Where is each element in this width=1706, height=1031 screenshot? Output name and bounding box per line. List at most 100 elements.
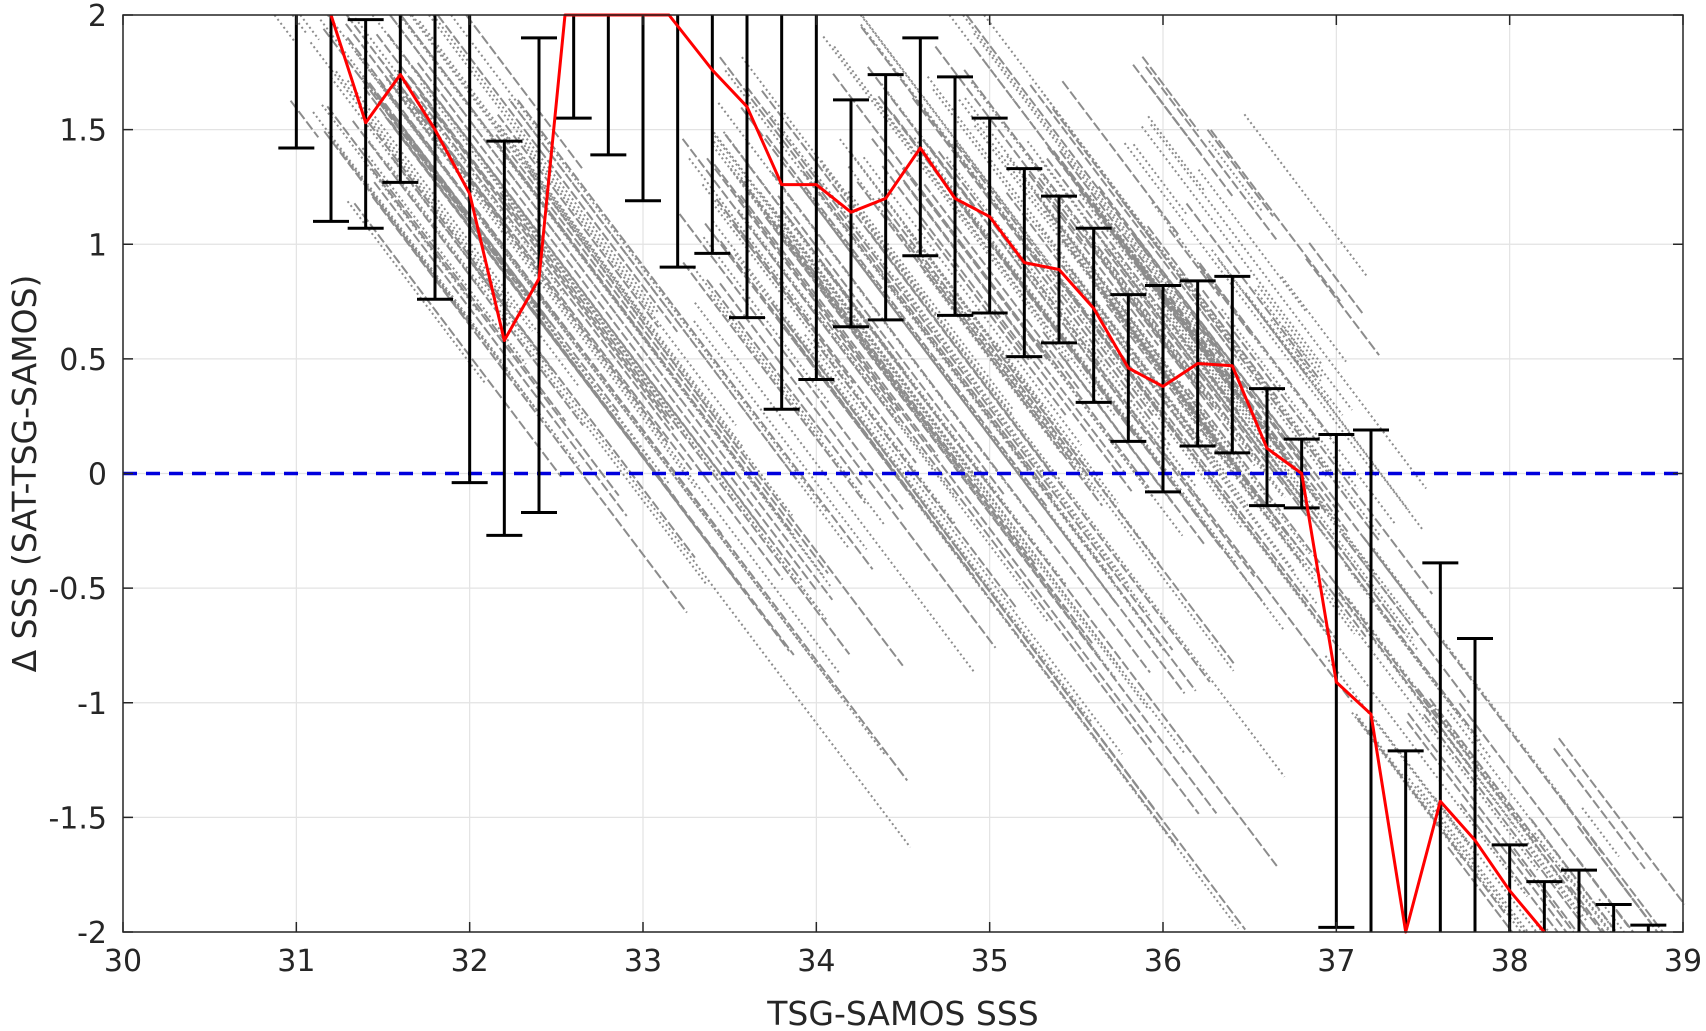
scatter-point-streak: [1558, 794, 1664, 933]
scatter-point-streak: [1329, 541, 1481, 742]
scatter-point-streak: [1130, 249, 1416, 626]
scatter-point-streak: [724, 69, 1165, 652]
y-tick-label: -1: [77, 687, 107, 722]
scatter-point-streak: [932, 88, 1249, 507]
scatter-point-streak: [874, 98, 1117, 418]
scatter-point-streak: [923, 270, 1064, 456]
scatter-point-streak: [1034, 253, 1243, 529]
scatter-point-streak: [1198, 262, 1334, 440]
x-tick-label: 31: [277, 944, 315, 979]
scatter-point-streak: [1615, 876, 1659, 933]
x-tick-label: 36: [1144, 944, 1182, 979]
scatter-point-streak: [862, 15, 1087, 313]
scatter-point-streak: [1210, 129, 1341, 302]
scatter-point-streak: [1254, 289, 1308, 359]
scatter-point-streak: [1021, 322, 1184, 537]
scatter-point-streak: [1091, 357, 1353, 703]
scatter-point-streak: [973, 124, 1227, 459]
scatter-point-streak: [787, 240, 1094, 646]
scatter-point-streak: [1105, 303, 1305, 567]
scatter-point-streak: [528, 279, 908, 782]
scatter-point-streak: [400, 14, 795, 536]
scatter-point-streak: [770, 301, 1156, 811]
scatter-point-streak: [1145, 66, 1278, 241]
scatter-point-streak: [319, 19, 472, 220]
scatter-point-streak: [963, 69, 1265, 468]
scatter-point-streak: [737, 209, 958, 499]
x-tick-label: 37: [1317, 944, 1355, 979]
scatter-point-streak: [418, 109, 693, 471]
scatter-point-streak: [881, 272, 1113, 579]
scatter-point-streak: [389, 14, 834, 601]
scatter-point-streak: [1141, 125, 1324, 367]
scatter-point-streak: [812, 339, 1018, 609]
scatter-point-streak: [418, 20, 646, 320]
scatter-point-streak: [346, 79, 580, 387]
scatter-point-streak: [476, 235, 795, 656]
scatter-point-streak: [1149, 85, 1202, 155]
scatter-point-streak: [1356, 717, 1507, 916]
scatter-point-streak: [823, 266, 1278, 867]
scatter-point-streak: [771, 171, 1151, 674]
scatter-point-streak: [877, 197, 1090, 478]
scatter-point-streak: [784, 327, 1177, 846]
x-tick-label: 33: [624, 944, 662, 979]
x-tick-label: 30: [104, 944, 142, 979]
scatter-point-streak: [525, 162, 793, 517]
scatter-point-streak: [1187, 388, 1440, 722]
scatter-point-streak: [335, 70, 534, 332]
scatter-point-streak: [428, 14, 655, 313]
scatter-point-streak: [528, 170, 904, 667]
scatter-point-streak: [719, 240, 975, 578]
scatter-point-streak: [1376, 607, 1493, 760]
scatter-point-streak: [1278, 335, 1330, 403]
scatter-point-streak: [706, 279, 864, 487]
scatter-point-streak: [490, 137, 832, 588]
scatter-point-streak: [393, 83, 841, 674]
scatter-point-streak: [361, 147, 527, 365]
scatter-point-streak: [701, 183, 816, 333]
scatter-point-streak: [911, 97, 1154, 417]
scatter-point-streak: [495, 133, 829, 575]
scatter-point-streak: [1244, 293, 1309, 378]
scatter-point-streak: [368, 82, 619, 413]
scatter-point-streak: [436, 14, 679, 333]
scatter-point-streak: [1243, 113, 1369, 279]
scatter-point-streak: [1434, 797, 1538, 933]
scatter-point-streak: [1083, 235, 1215, 408]
scatter-point-streak: [983, 14, 1331, 473]
x-tick-label: 32: [451, 944, 489, 979]
scatter-point-streak: [1036, 338, 1150, 489]
y-tick-label: 1: [88, 228, 107, 263]
scatter-point-streak: [1151, 201, 1397, 526]
scatter-point-streak: [688, 157, 812, 321]
scatter-point-streak: [273, 14, 296, 43]
scatter-point-streak: [1270, 318, 1317, 380]
scatter-point-streak: [309, 41, 513, 309]
scatter-point-streak: [1115, 337, 1318, 604]
scatter-point-streak: [299, 14, 320, 41]
y-axis-ticks: -2 -1.5 -1 -0.5 0 0.5 1 1.5 2: [48, 0, 1683, 951]
scatter-point-streak: [1198, 265, 1252, 335]
x-tick-label: 34: [797, 944, 835, 979]
scatter-point-streak: [1338, 593, 1518, 831]
scatter-point-streak: [387, 162, 709, 587]
scatter-point-streak: [1553, 747, 1646, 870]
scatter-point-streak: [1445, 734, 1588, 923]
scatter-point-streak: [517, 99, 874, 570]
scatter-point-streak: [1201, 289, 1433, 595]
scatter-point-streak: [713, 163, 1154, 746]
scatter-point-streak: [1431, 703, 1539, 845]
scatter-point-streak: [1150, 123, 1427, 490]
scatter-point-streak: [1005, 191, 1211, 462]
scatter-point-streak: [719, 282, 997, 649]
scatter-point-streak: [398, 14, 824, 577]
scatter-point-streak: [1416, 688, 1603, 933]
scatter-point-streak: [416, 62, 819, 593]
scatter-point-streak: [1061, 80, 1180, 236]
scatter-point-streak: [1057, 276, 1337, 646]
scatter-point-streak: [869, 231, 1211, 683]
scatter-point-streak: [970, 81, 1286, 498]
scatter-point-streak: [1034, 193, 1216, 431]
